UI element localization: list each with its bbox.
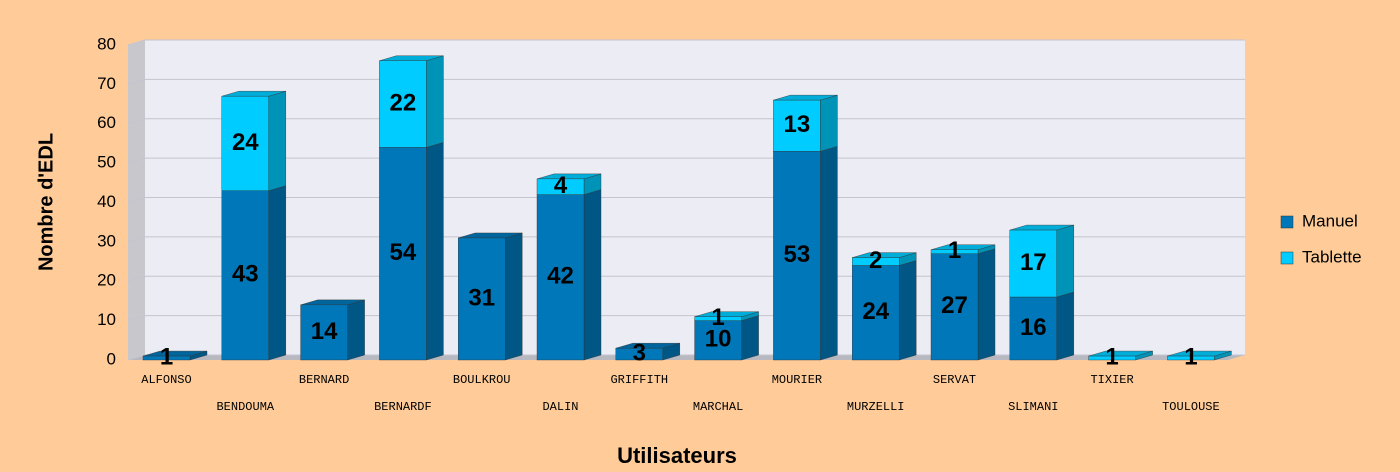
bar-side <box>1056 224 1075 298</box>
bar <box>852 265 900 361</box>
data-label: 16 <box>1020 314 1047 341</box>
bar-side <box>268 185 286 361</box>
grid-line <box>127 78 1245 85</box>
x-tick-label: TOULOUSE <box>1162 400 1220 414</box>
bar <box>221 190 270 361</box>
y-tick-label: 10 <box>97 310 116 329</box>
data-label: 1 <box>711 304 724 331</box>
bar <box>379 60 427 148</box>
data-label: 3 <box>633 339 646 366</box>
bar <box>1088 355 1136 361</box>
bar <box>142 355 191 361</box>
grid-line <box>127 39 1245 46</box>
bar <box>536 178 585 195</box>
legend-swatch <box>1280 215 1294 229</box>
data-label: 1 <box>948 237 961 264</box>
x-tick-label: MOURIER <box>772 373 822 387</box>
bar <box>536 194 585 361</box>
data-label: 1 <box>1105 343 1118 370</box>
bar-side <box>1056 291 1075 361</box>
x-tick-label: TIXIER <box>1090 373 1133 387</box>
x-axis-label: Utilisateurs <box>617 443 737 468</box>
legend-label: Manuel <box>1302 211 1358 230</box>
bar-side <box>505 232 523 361</box>
bar <box>1009 229 1057 298</box>
data-label: 4 <box>554 172 568 199</box>
legend-swatch <box>1280 251 1294 265</box>
bar-side <box>426 55 444 148</box>
bar <box>694 316 742 321</box>
x-tick-label: SERVAT <box>933 373 976 387</box>
x-tick-label: BENDOUMA <box>216 400 274 414</box>
bar <box>773 151 821 361</box>
data-label: 1 <box>160 343 173 370</box>
y-tick-label: 50 <box>97 153 116 172</box>
y-tick-label: 80 <box>97 34 116 53</box>
bar-side <box>741 315 759 361</box>
x-tick-label: MARCHAL <box>693 400 743 414</box>
x-tick-label: DALIN <box>542 400 578 414</box>
data-label: 43 <box>232 261 259 288</box>
bar <box>852 257 900 266</box>
x-tick-label: BOULKROU <box>453 373 511 387</box>
x-tick-label: SLIMANI <box>1008 400 1058 414</box>
data-label: 42 <box>547 263 574 290</box>
bar-side <box>977 248 996 361</box>
bar <box>930 253 979 361</box>
grid-line <box>127 197 1245 203</box>
floor <box>128 355 1245 360</box>
x-tick-label: BERNARD <box>299 373 349 387</box>
y-tick-label: 70 <box>97 74 116 93</box>
bar <box>1009 296 1057 361</box>
data-label: 13 <box>784 111 811 138</box>
data-label: 31 <box>468 284 495 311</box>
bar <box>221 95 270 191</box>
grid-line <box>127 236 1245 243</box>
bar-side <box>426 142 444 361</box>
bar <box>773 99 821 152</box>
bar-side <box>583 189 602 361</box>
y-tick-label: 0 <box>107 349 116 368</box>
grid-line <box>127 157 1245 164</box>
x-tick-label: ALFONSO <box>141 373 191 387</box>
data-label: 10 <box>705 326 732 353</box>
y-axis-label: Nombre d'EDL <box>35 133 57 271</box>
data-label: 24 <box>862 298 889 325</box>
bar <box>379 147 427 361</box>
data-label: 14 <box>311 318 338 345</box>
bar <box>930 249 979 254</box>
data-label: 2 <box>869 247 882 274</box>
y-tick-label: 40 <box>97 192 116 211</box>
data-label: 17 <box>1020 249 1047 276</box>
x-tick-label: GRIFFITH <box>610 373 668 387</box>
data-label: 22 <box>390 89 417 116</box>
bar <box>615 347 663 361</box>
y-tick-label: 60 <box>97 113 116 132</box>
bar-side <box>347 299 365 361</box>
bar <box>458 237 506 361</box>
y-tick-label: 30 <box>97 231 116 250</box>
data-label: 1 <box>1184 343 1197 370</box>
bar-side <box>899 260 917 361</box>
data-label: 27 <box>941 292 968 319</box>
bar-side <box>820 94 838 152</box>
bar <box>694 320 742 361</box>
x-tick-label: BERNARDF <box>374 400 432 414</box>
bar <box>300 304 348 361</box>
bar <box>1167 355 1215 361</box>
data-label: 24 <box>232 129 259 156</box>
x-tick-label: MURZELLI <box>847 400 905 414</box>
bar-side <box>820 146 838 361</box>
bar-side <box>268 90 286 191</box>
y-tick-label: 20 <box>97 271 116 290</box>
data-label: 53 <box>784 241 811 268</box>
grid-line <box>127 118 1245 125</box>
data-label: 54 <box>390 239 417 266</box>
legend-label: Tablette <box>1302 247 1362 266</box>
